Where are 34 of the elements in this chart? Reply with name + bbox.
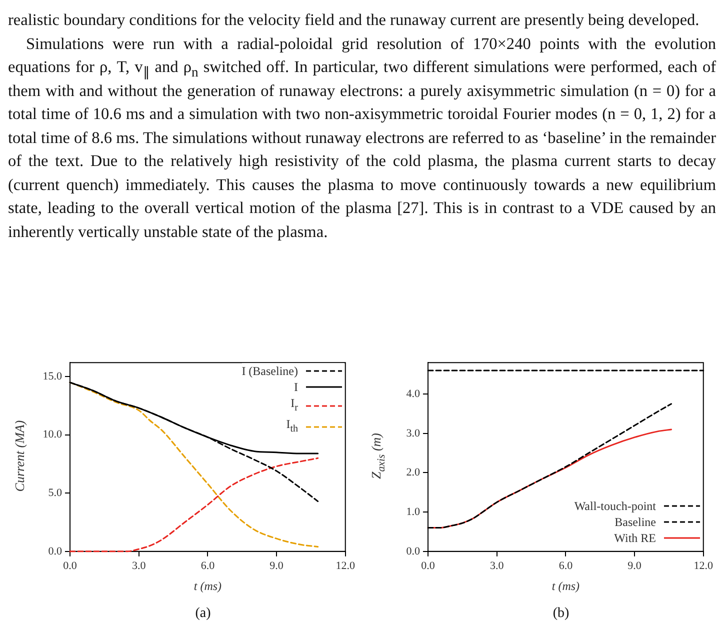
- x-axis-title: t (ms): [552, 578, 580, 593]
- line-series: [69, 457, 319, 552]
- legend-label: Wall-touch-point: [574, 498, 656, 514]
- x-tick-label: 6.0: [200, 560, 216, 572]
- y-tick-label: 5.0: [48, 487, 62, 500]
- y-tick-label: 4.0: [406, 388, 420, 400]
- text: (b): [552, 606, 570, 622]
- x-tick-label: 3.0: [490, 560, 504, 572]
- y-tick-label: 3.0: [406, 427, 420, 440]
- text: (a): [194, 606, 212, 622]
- text: Simulations were run with a radial-poloidal grid resolution of 170×240 points with the evolution equations for ρ, T, v$_{∥}$ and ρ$_{n}$ switched off. In particular, two different simulations were performed, each of them with and without the generation of runaway electrons: a purely axisymmetric simulation (n = 0) for a total time of 10.6 ms and a simulation with two non-axisymmetric toroidal Fourier modes (n = 0, 1, 2) for a total time of 8.6 ms. The simulations without runaway electrons are referred to as ‘baseline’ in the remainder of the text. Due to the relatively high resistivity of the cold plasma, the plasma current starts to decay (current quench) immediately. This causes the plasma to move continuously towards a new equilibrium state, leading to the overall vertical motion of the plasma [27]. This is in contrast to a VDE caused by an inherently vertically unstable state of the plasma.: [8, 34, 716, 240]
- legend-label: I (Baseline): [242, 363, 298, 379]
- y-tick-label: 0.0: [48, 545, 62, 558]
- y-tick-label: 2.0: [406, 466, 420, 479]
- legend-label: I$_{th}$: [286, 416, 298, 437]
- x-tick-label: 3.0: [132, 560, 146, 572]
- x-tick-label: 6.0: [558, 560, 574, 572]
- y-tick-label: 0.0: [406, 545, 420, 558]
- x-tick-label: 9.0: [270, 560, 284, 572]
- x-axis-title: t (ms): [194, 578, 222, 593]
- legend-label: I$_{r}$: [290, 395, 298, 416]
- x-tick-label: 0.0: [421, 560, 436, 572]
- y-axis-title: Current (MA): [12, 420, 28, 492]
- text: realistic boundary conditions for the velocity field and the runaway current are presently being developed.: [8, 9, 700, 31]
- y-tick-label: 10.0: [42, 428, 62, 441]
- x-tick-label: 12.0: [694, 560, 714, 572]
- y-tick-label: 15.0: [42, 370, 62, 382]
- legend-label: With RE: [614, 530, 656, 546]
- x-tick-label: 0.0: [63, 560, 78, 572]
- x-tick-label: 9.0: [628, 560, 642, 572]
- legend-label: Baseline: [614, 514, 656, 530]
- legend-label: I: [294, 379, 298, 395]
- x-tick-label: 12.0: [336, 560, 356, 572]
- y-tick-label: 1.0: [406, 506, 420, 518]
